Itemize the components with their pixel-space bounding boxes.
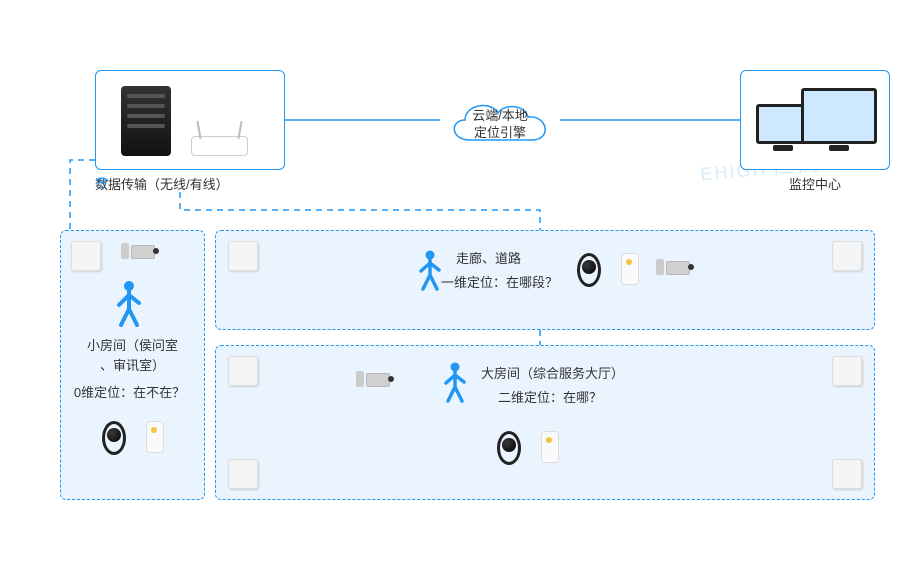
access-point-icon	[71, 241, 101, 271]
watch-icon	[96, 421, 136, 451]
server-icon	[121, 86, 171, 156]
cloud-line1: 云端/本地	[440, 108, 560, 125]
server-box	[95, 70, 285, 170]
tag-icon	[146, 421, 164, 453]
access-point-icon	[832, 459, 862, 489]
person-icon	[113, 279, 147, 330]
access-point-icon	[228, 241, 258, 271]
tag-icon	[541, 431, 559, 463]
small-room-zone: 小房间（侯问室 、审讯室） 0维定位：在不在？	[60, 230, 205, 500]
monitor-box	[740, 70, 890, 170]
person-icon	[441, 361, 471, 406]
watch-icon	[491, 431, 531, 461]
corridor-title: 走廊、道路	[456, 249, 521, 269]
router-icon	[191, 136, 248, 156]
cloud: 云端/本地 定位引擎	[440, 95, 560, 155]
watch-icon	[571, 253, 611, 283]
camera-icon	[356, 371, 396, 391]
access-point-icon	[228, 356, 258, 386]
access-point-icon	[832, 356, 862, 386]
access-point-icon	[832, 241, 862, 271]
big-room-title: 大房间（综合服务大厅）	[481, 364, 624, 384]
corridor-zone: 走廊、道路 一维定位：在哪段？	[215, 230, 875, 330]
server-caption: 数据传输（无线/有线）	[95, 175, 305, 195]
camera-icon	[656, 259, 696, 279]
monitor-icon	[801, 88, 877, 144]
monitor-caption: 监控中心	[740, 175, 890, 195]
access-point-icon	[228, 459, 258, 489]
cloud-line2: 定位引擎	[440, 125, 560, 142]
tag-icon	[621, 253, 639, 285]
wifi-icon	[95, 175, 109, 195]
small-room-title: 小房间（侯问室 、审讯室）	[61, 336, 204, 375]
camera-icon	[121, 243, 161, 263]
big-room-subtitle: 二维定位：在哪？	[498, 388, 602, 408]
corridor-subtitle: 一维定位：在哪段？	[441, 273, 558, 293]
big-room-zone: 大房间（综合服务大厅） 二维定位：在哪？	[215, 345, 875, 500]
small-room-subtitle: 0维定位：在不在？	[55, 383, 204, 403]
